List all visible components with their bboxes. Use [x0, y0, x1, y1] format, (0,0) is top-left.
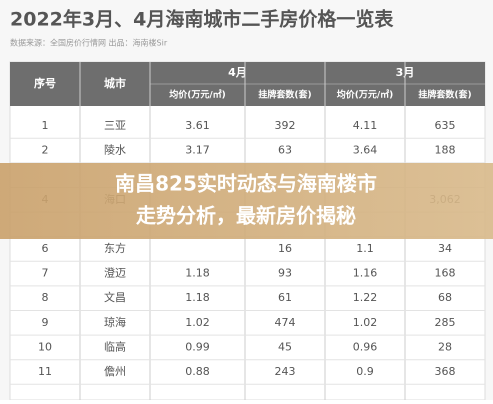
cell: 0.96 — [353, 340, 378, 353]
cell: 2 — [42, 144, 49, 157]
cell: 3.17 — [185, 144, 210, 157]
cell: 7 — [42, 267, 49, 280]
title: 2022年3月、4月海南城市二手房价格一览表 — [10, 8, 394, 31]
cell: 68 — [438, 291, 452, 304]
sub-header: 均价(万元/㎡) — [337, 89, 394, 101]
cell: 1 — [42, 119, 49, 132]
header-cell: 城市 — [104, 76, 126, 90]
sub-header: 挂牌套数(套) — [418, 89, 471, 101]
cell: 392 — [275, 119, 296, 132]
cell: 儋州 — [104, 365, 126, 378]
cell: 11 — [38, 365, 52, 378]
cell: 文昌 — [104, 290, 126, 304]
sub-header: 均价(万元/㎡) — [169, 89, 226, 101]
cell: 16 — [278, 242, 292, 255]
cell: 45 — [278, 340, 292, 353]
cell: 澄迈 — [104, 266, 126, 280]
cell: 东方 — [104, 241, 126, 255]
cell: 1.02 — [185, 316, 210, 329]
cell: 1.16 — [353, 267, 378, 280]
cell: 三亚 — [104, 119, 126, 132]
cell: 0.9 — [356, 365, 374, 378]
banner — [0, 163, 493, 239]
cell: 243 — [275, 365, 296, 378]
source: 数据来源：全国房价行情网 出品：海南楼Sir — [10, 38, 168, 48]
sub-header: 挂牌套数(套) — [258, 89, 311, 101]
cell: 1.22 — [353, 291, 378, 304]
cell: 6 — [42, 242, 49, 255]
cell: 635 — [435, 119, 456, 132]
cell: 0.99 — [185, 340, 210, 353]
cell: 9 — [42, 316, 49, 329]
cell: 临高 — [104, 339, 126, 353]
cell: 474 — [275, 316, 296, 329]
cell: 8 — [42, 291, 49, 304]
cell: 1.18 — [185, 267, 210, 280]
cell: 10 — [38, 340, 52, 353]
cell: 188 — [435, 144, 456, 157]
cell: 61 — [278, 291, 292, 304]
cell: 1.18 — [185, 291, 210, 304]
cell: 368 — [435, 365, 456, 378]
cell: 4.11 — [353, 119, 378, 132]
cell: 0.88 — [185, 365, 210, 378]
cell: 1.1 — [356, 242, 374, 255]
cell: 1.02 — [353, 316, 378, 329]
cell: 3.61 — [185, 119, 210, 132]
cell: 168 — [435, 267, 456, 280]
group-header: 4月 — [228, 66, 247, 79]
cell: 琼海 — [104, 315, 126, 329]
cell: 34 — [438, 242, 452, 255]
banner-line: 南昌825实时动态与海南楼市 — [115, 172, 377, 196]
cell: 285 — [435, 316, 456, 329]
cell: 3.64 — [353, 144, 378, 157]
cell: 63 — [278, 144, 292, 157]
header-cell: 序号 — [34, 76, 56, 90]
cell: 陵水 — [104, 144, 126, 157]
cell: 93 — [278, 267, 292, 280]
cell: 28 — [438, 340, 452, 353]
banner-line: 走势分析，最新房价揭秘 — [136, 204, 356, 228]
